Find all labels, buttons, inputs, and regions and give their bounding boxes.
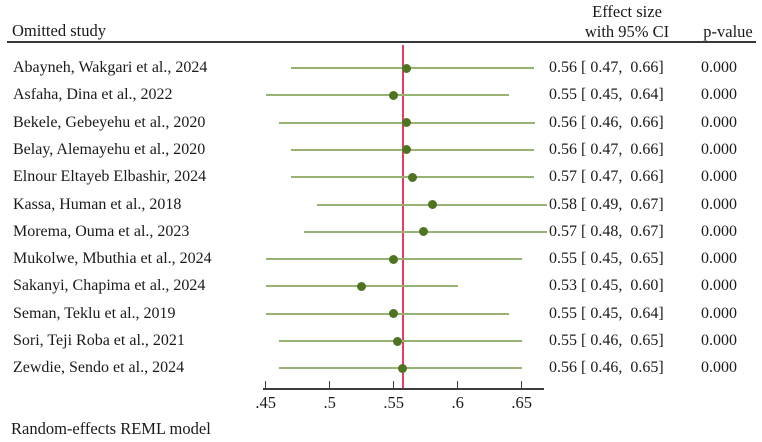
effect-size-value: 0.55 [ 0.45, 0.64] (549, 304, 664, 322)
effect-marker (427, 200, 437, 209)
effect-size-value: 0.55 [ 0.45, 0.65] (549, 250, 664, 268)
ci-line (265, 312, 509, 315)
column-header-omitted-study: Omitted study (12, 21, 106, 40)
x-tick-label: .65 (511, 393, 532, 412)
study-label: Elnour Eltayeb Elbashir, 2024 (13, 168, 207, 186)
study-label: Morema, Ouma et al., 2023 (13, 222, 190, 240)
p-value: 0.000 (701, 277, 737, 295)
study-label: Belay, Alemayehu et al., 2020 (13, 140, 206, 158)
header-divider-rule (7, 41, 756, 44)
x-axis-tick (264, 381, 267, 389)
p-value: 0.000 (701, 250, 737, 268)
x-axis-tick (456, 381, 459, 389)
effect-size-value: 0.55 [ 0.46, 0.65] (549, 332, 664, 349)
study-label: Seman, Teklu et al., 2019 (13, 304, 176, 322)
p-value: 0.000 (701, 332, 737, 349)
effect-size-value: 0.55 [ 0.45, 0.64] (549, 86, 664, 104)
study-label: Sori, Teji Roba et al., 2021 (13, 332, 185, 349)
study-label: Abayneh, Wakgari et al., 2024 (13, 59, 208, 76)
column-header-effect-size-line2: with 95% CI (584, 22, 670, 41)
p-value: 0.000 (701, 168, 737, 186)
effect-marker (418, 227, 428, 237)
study-label: Bekele, Gebeyehu et al., 2020 (13, 113, 206, 131)
effect-size-value: 0.56 [ 0.46, 0.65] (549, 359, 664, 377)
x-axis-line (263, 388, 544, 390)
p-value: 0.000 (701, 140, 737, 158)
study-label: Zewdie, Sendo et al., 2024 (13, 359, 185, 377)
study-label: Asfaha, Dina et al., 2022 (13, 86, 173, 104)
effect-marker (389, 309, 399, 319)
effect-size-value: 0.57 [ 0.48, 0.67] (549, 222, 664, 240)
effect-marker (408, 172, 418, 182)
effect-size-value: 0.57 [ 0.47, 0.66] (549, 168, 664, 186)
effect-marker (393, 336, 403, 346)
study-label: Kassa, Human et al., 2018 (13, 195, 182, 213)
effect-size-value: 0.56 [ 0.46, 0.66] (549, 113, 664, 131)
model-note: Random-effects REML model (11, 419, 211, 438)
p-value: 0.000 (701, 359, 737, 377)
effect-marker (398, 363, 408, 373)
p-value: 0.000 (701, 304, 737, 322)
column-header-effect-size-line1: Effect size (592, 2, 662, 21)
effect-marker (389, 254, 399, 264)
study-label: Mukolwe, Mbuthia et al., 2024 (13, 250, 212, 268)
x-axis-tick (328, 381, 331, 389)
x-axis-tick (392, 381, 395, 389)
p-value: 0.000 (701, 86, 737, 104)
effect-marker (402, 63, 411, 73)
x-tick-label: .5 (323, 393, 336, 412)
p-value: 0.000 (701, 222, 737, 240)
p-value: 0.000 (701, 59, 737, 76)
x-tick-label: .6 (451, 393, 464, 412)
x-tick-label: .55 (383, 393, 404, 412)
column-header-p-value: p-value (703, 22, 753, 41)
ci-line (291, 148, 535, 151)
effect-marker (402, 145, 411, 155)
effect-size-value: 0.53 [ 0.45, 0.60] (549, 277, 664, 295)
effect-marker (357, 281, 367, 291)
effect-size-value: 0.56 [ 0.47, 0.66] (549, 59, 664, 76)
effect-size-value: 0.56 [ 0.47, 0.66] (549, 140, 664, 158)
x-axis-tick (520, 381, 523, 389)
effect-size-value: 0.58 [ 0.49, 0.67] (549, 195, 664, 213)
ci-line (291, 67, 535, 69)
p-value: 0.000 (701, 195, 737, 213)
effect-marker (402, 118, 411, 128)
p-value: 0.000 (701, 113, 737, 131)
reference-line (401, 45, 404, 389)
ci-line (265, 94, 509, 97)
study-label: Sakanyi, Chapima et al., 2024 (13, 277, 206, 295)
effect-marker (389, 90, 399, 100)
x-tick-label: .45 (255, 393, 276, 412)
